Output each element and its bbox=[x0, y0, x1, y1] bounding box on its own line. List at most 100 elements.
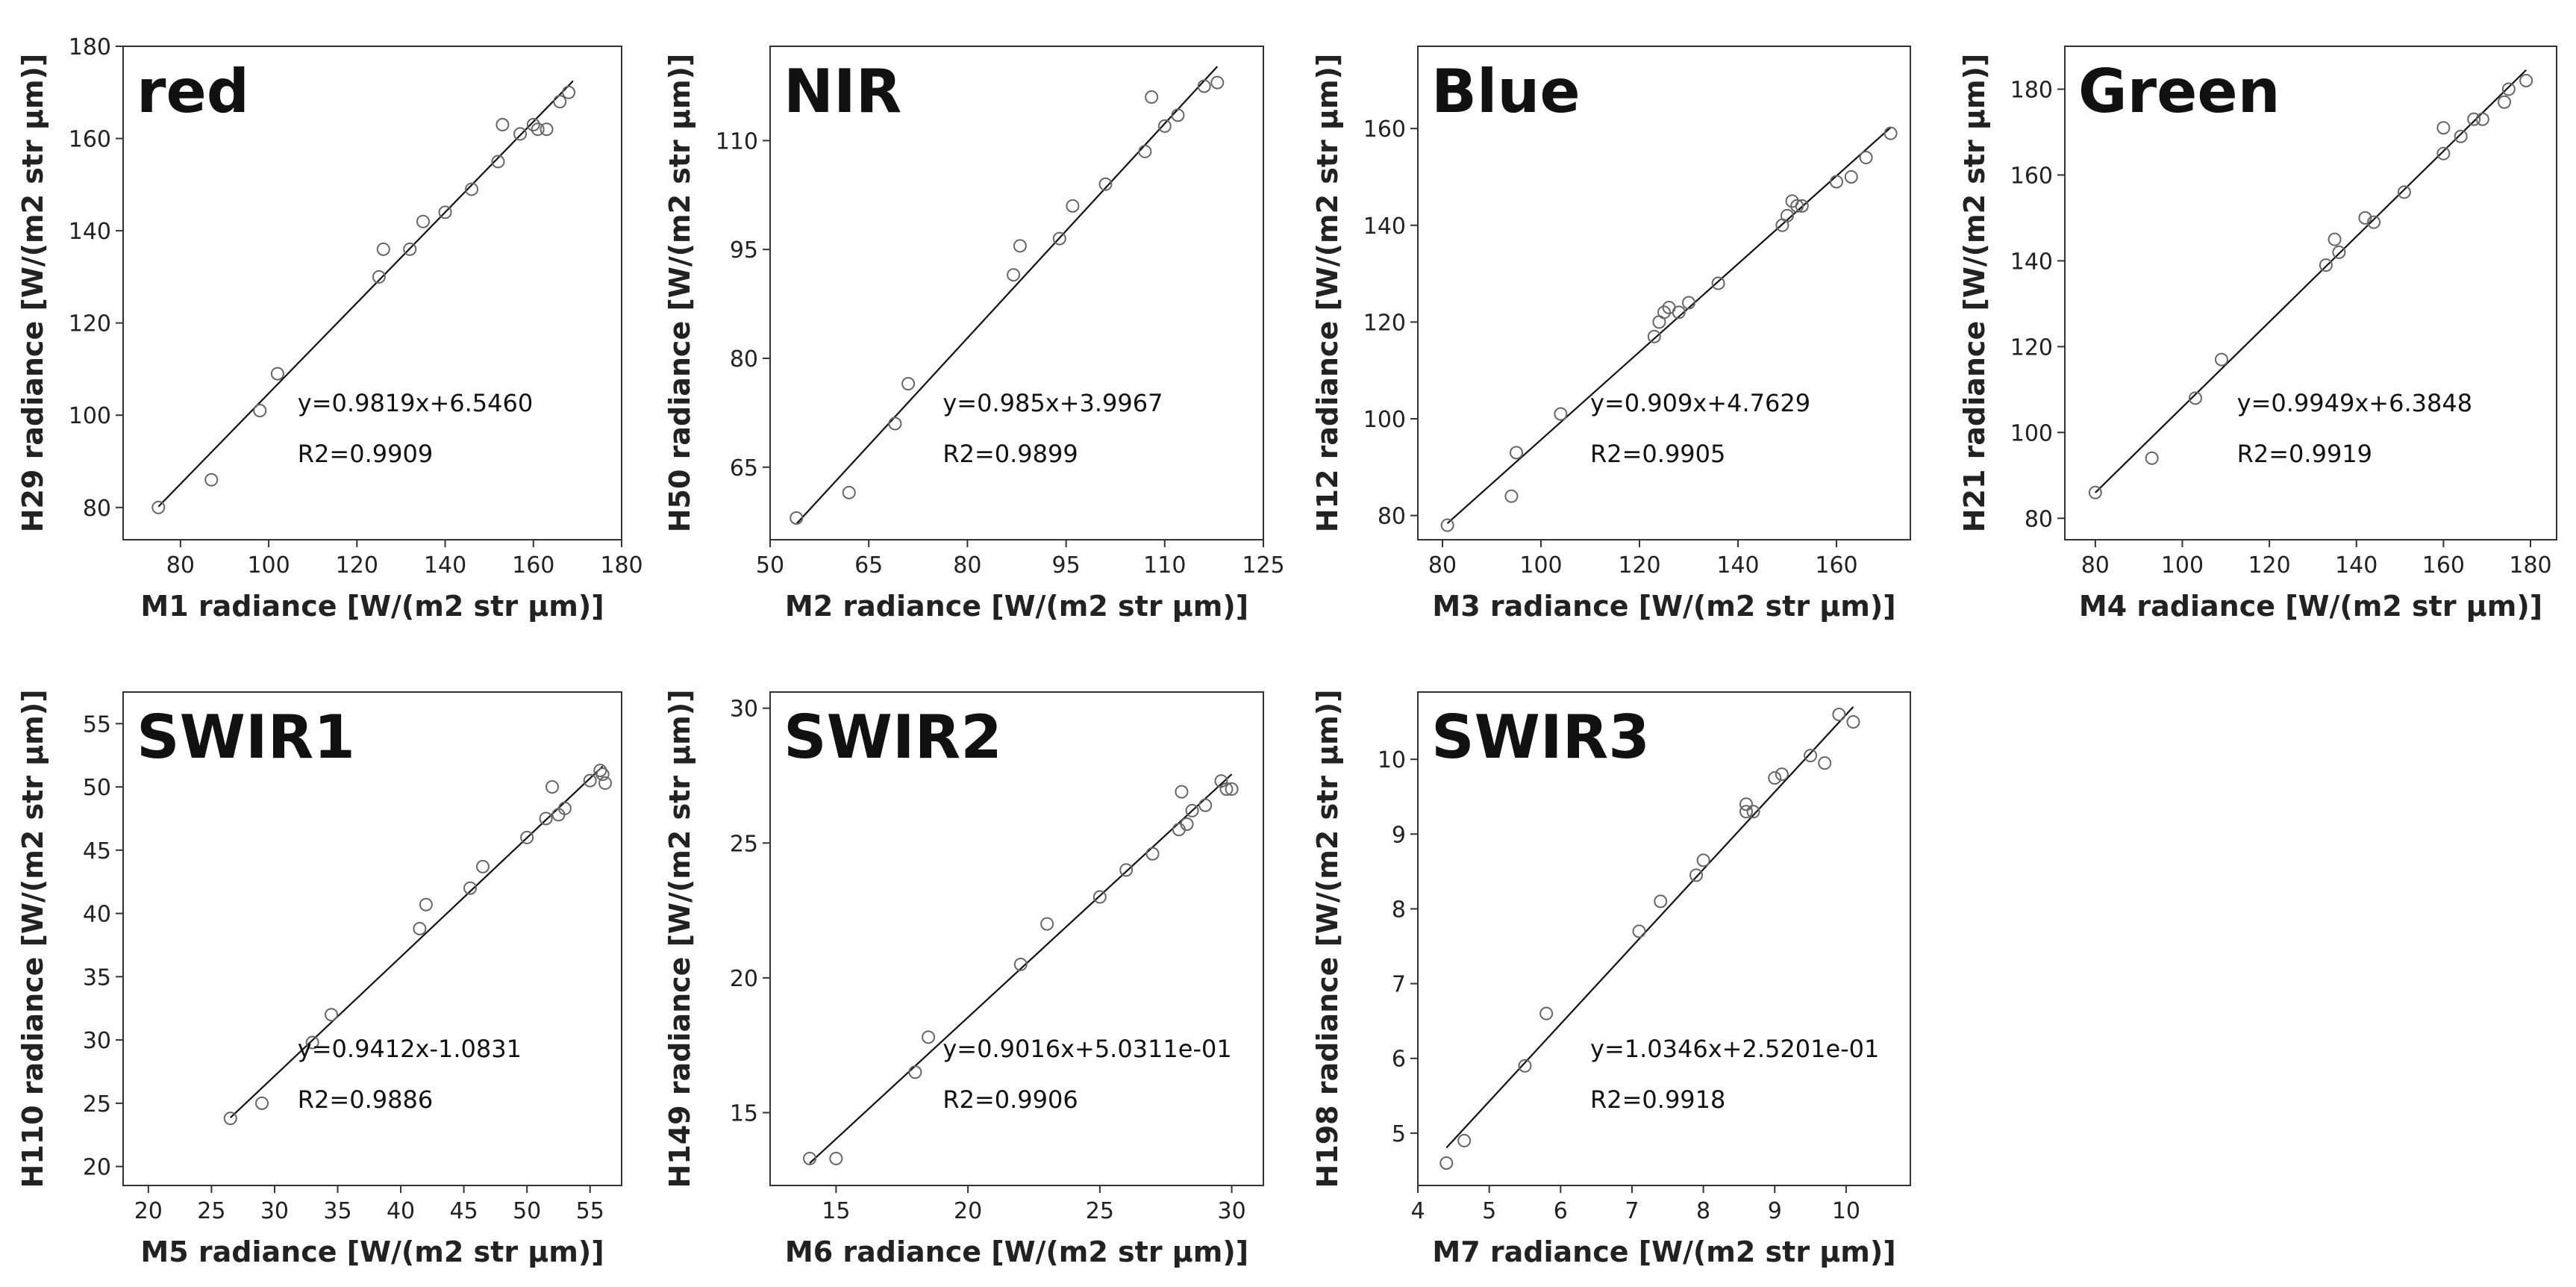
regression-line bbox=[157, 80, 574, 508]
y-tick-label: 20 bbox=[83, 1155, 111, 1181]
data-point bbox=[1145, 90, 1159, 105]
data-point bbox=[1052, 231, 1066, 246]
x-tick-label: 55 bbox=[576, 1198, 604, 1224]
y-tick-label: 35 bbox=[83, 965, 111, 991]
data-point bbox=[1185, 803, 1199, 817]
data-point bbox=[888, 417, 902, 431]
r-squared: R2=0.9899 bbox=[942, 440, 1078, 468]
data-point bbox=[1844, 169, 1858, 184]
x-tick-label: 35 bbox=[323, 1198, 351, 1224]
band-title: Blue bbox=[1431, 57, 1581, 126]
x-tick-label: 4 bbox=[1410, 1198, 1425, 1224]
fit-equation: y=0.9819x+6.5460 bbox=[298, 389, 533, 417]
data-point bbox=[1518, 1059, 1532, 1073]
y-tick-label: 100 bbox=[2010, 420, 2053, 446]
data-point bbox=[1175, 785, 1189, 799]
y-tick-label: 8 bbox=[1392, 897, 1406, 923]
chart-panel-5: 20 25 30 35 40 45 50 55 20 25 30 35 40 45 50 55 M5 radia… bbox=[16, 689, 622, 1268]
data-point bbox=[1790, 199, 1804, 213]
x-tick-label: 140 bbox=[1716, 552, 1759, 579]
x-tick-label: 160 bbox=[2422, 552, 2465, 579]
data-point bbox=[2467, 112, 2481, 126]
data-point bbox=[465, 182, 479, 196]
x-tick-label: 10 bbox=[1832, 1198, 1860, 1224]
data-point bbox=[491, 155, 505, 169]
x-tick-label: 7 bbox=[1625, 1198, 1639, 1224]
x-tick-label: 110 bbox=[1143, 552, 1186, 579]
y-tick-label: 80 bbox=[730, 346, 758, 373]
y-tick-label: 140 bbox=[2010, 249, 2053, 275]
x-tick-label: 30 bbox=[260, 1198, 289, 1224]
data-point bbox=[1647, 329, 1661, 343]
data-point bbox=[1682, 296, 1695, 310]
x-tick-label: 180 bbox=[2509, 552, 2551, 579]
data-point bbox=[1198, 798, 1213, 812]
x-tick-label: 140 bbox=[424, 552, 466, 579]
data-point bbox=[2475, 112, 2489, 126]
y-tick-label: 100 bbox=[69, 403, 111, 429]
r-squared: R2=0.9906 bbox=[942, 1085, 1078, 1114]
data-point bbox=[583, 773, 597, 788]
data-point bbox=[2397, 185, 2411, 199]
y-tick-label: 120 bbox=[2010, 334, 2053, 361]
data-point bbox=[2214, 352, 2228, 367]
x-tick-label: 120 bbox=[2248, 552, 2290, 579]
x-axis-label: M3 radiance [W/(m2 str µm)] bbox=[1432, 590, 1895, 623]
r-squared: R2=0.9886 bbox=[298, 1085, 433, 1114]
data-point bbox=[1219, 782, 1234, 797]
data-point bbox=[1145, 847, 1160, 861]
data-point bbox=[253, 404, 267, 418]
data-point bbox=[2145, 451, 2159, 465]
data-point bbox=[520, 830, 534, 844]
y-tick-label: 9 bbox=[1392, 822, 1406, 848]
data-point bbox=[1672, 305, 1686, 320]
data-point bbox=[593, 764, 607, 778]
data-point bbox=[2358, 211, 2372, 225]
y-tick-label: 140 bbox=[1363, 214, 1406, 240]
r-squared: R2=0.9918 bbox=[1590, 1085, 1725, 1114]
y-tick-label: 30 bbox=[730, 697, 758, 723]
x-tick-label: 5 bbox=[1482, 1198, 1496, 1224]
data-point bbox=[1013, 957, 1028, 971]
data-point bbox=[545, 780, 559, 794]
y-tick-label: 160 bbox=[2010, 163, 2053, 189]
x-tick-label: 9 bbox=[1768, 1198, 1782, 1224]
data-point bbox=[1119, 863, 1134, 877]
data-point bbox=[901, 377, 916, 391]
fit-equation: y=0.985x+3.9967 bbox=[942, 389, 1163, 417]
data-point bbox=[2332, 245, 2346, 259]
data-point bbox=[1632, 924, 1646, 938]
regression-line bbox=[809, 773, 1233, 1164]
x-tick-label: 30 bbox=[1217, 1198, 1245, 1224]
y-tick-label: 45 bbox=[83, 838, 111, 864]
data-point bbox=[1696, 853, 1710, 867]
x-tick-label: 125 bbox=[1242, 552, 1284, 579]
data-point bbox=[1554, 407, 1568, 421]
data-point bbox=[325, 1008, 339, 1022]
y-tick-label: 65 bbox=[730, 455, 758, 482]
y-tick-label: 110 bbox=[716, 128, 758, 155]
data-point bbox=[1007, 268, 1021, 282]
data-point bbox=[526, 118, 540, 132]
data-point bbox=[475, 859, 490, 873]
y-axis-label: H149 radiance [W/(m2 str µm)] bbox=[663, 689, 696, 1188]
data-point bbox=[595, 767, 610, 782]
x-tick-label: 8 bbox=[1696, 1198, 1710, 1224]
data-point bbox=[403, 242, 417, 256]
y-tick-label: 180 bbox=[69, 34, 111, 60]
y-tick-label: 50 bbox=[83, 775, 111, 801]
data-point bbox=[908, 1065, 922, 1079]
y-tick-label: 160 bbox=[1363, 116, 1406, 143]
y-tick-label: 25 bbox=[730, 831, 758, 857]
band-title: NIR bbox=[784, 57, 901, 126]
data-point bbox=[1818, 756, 1832, 770]
data-point bbox=[922, 1030, 936, 1044]
data-point bbox=[2328, 232, 2342, 246]
data-point bbox=[2367, 215, 2381, 229]
chart-panel-4: 80 100 120 140 160 180 80 100 120 140 160 180 M4 rad… bbox=[1958, 46, 2557, 623]
data-point bbox=[413, 921, 427, 935]
x-tick-label: 120 bbox=[1618, 552, 1660, 579]
x-tick-label: 25 bbox=[1086, 1198, 1114, 1224]
x-axis-label: M7 radiance [W/(m2 str µm)] bbox=[1432, 1235, 1895, 1268]
x-tick-label: 160 bbox=[512, 552, 554, 579]
